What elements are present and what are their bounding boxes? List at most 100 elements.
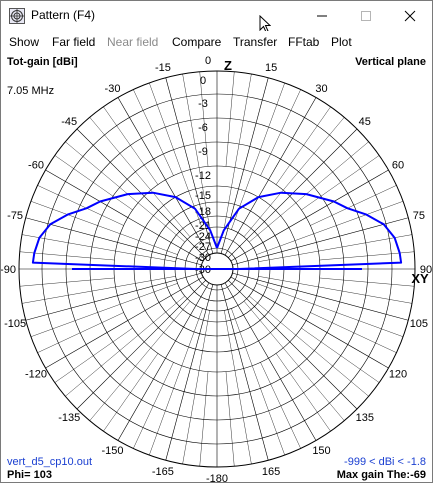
polar-chart: 0153045607590105120135150165-180-165-150… <box>1 55 432 482</box>
angle-tick-label: -30 <box>105 83 121 95</box>
grid-spoke <box>260 89 301 176</box>
grid-spoke <box>21 234 176 262</box>
angle-tick-label: -150 <box>101 445 123 457</box>
grid-spoke <box>231 82 285 230</box>
radial-tick-label: -21 <box>195 220 211 232</box>
window-title: Pattern (F4) <box>31 8 96 22</box>
minimize-icon <box>317 15 327 17</box>
grid-spoke <box>258 276 413 304</box>
menu-plot[interactable]: Plot <box>331 35 352 49</box>
grid-spoke <box>65 141 185 243</box>
grid-spoke <box>45 169 204 262</box>
grid-spoke <box>225 371 235 467</box>
grid-spoke <box>249 141 369 243</box>
grid-spoke <box>117 97 210 256</box>
grid-spoke <box>319 277 415 287</box>
angle-tick-label: 90 <box>420 264 432 276</box>
max-gain-label: Max gain The:-69 <box>336 469 426 481</box>
menu-near-field[interactable]: Near field <box>107 35 159 49</box>
grid-spoke <box>319 251 415 261</box>
grid-spoke <box>54 155 133 211</box>
plane-label: Vertical plane <box>355 56 426 68</box>
grid-spoke <box>149 82 203 230</box>
grid-spoke <box>301 327 380 383</box>
grid-spoke <box>243 117 345 237</box>
angle-tick-label: -135 <box>58 412 80 424</box>
angle-tick-label: 0 <box>205 55 211 67</box>
grid-spoke <box>89 301 191 421</box>
radial-tick-label: -24 <box>195 231 211 243</box>
grid-spoke <box>243 301 345 421</box>
pattern-plot-area[interactable]: Tot-gain [dBi] Vertical plane 7.05 MHz v… <box>1 53 432 482</box>
grid-spoke <box>301 155 380 211</box>
frequency-label: 7.05 MHz <box>7 85 55 97</box>
menu-transfer[interactable]: Transfer <box>233 35 278 49</box>
z-axis-label: Z <box>224 58 232 73</box>
radial-tick-label: -27 <box>195 241 211 253</box>
grid-spoke <box>103 106 159 185</box>
angle-tick-label: -75 <box>7 210 23 222</box>
grid-spoke <box>256 283 404 337</box>
radial-tick-label: -3 <box>198 98 208 110</box>
menu-fftab[interactable]: FFtab <box>288 35 320 49</box>
grid-spoke <box>165 284 214 461</box>
angle-tick-label: 45 <box>359 116 371 128</box>
angle-tick-label: -105 <box>4 318 26 330</box>
grid-spoke <box>19 251 115 261</box>
grid-spoke <box>232 217 409 266</box>
maximize-button[interactable] <box>344 1 388 31</box>
grid-spoke <box>230 276 389 369</box>
grid-spoke <box>275 106 331 185</box>
angle-tick-label: -45 <box>61 116 77 128</box>
angle-tick-label: -15 <box>155 62 171 74</box>
radial-tick-label: -12 <box>195 170 211 182</box>
grid-spoke <box>228 280 358 410</box>
angle-tick-label: 120 <box>389 369 407 381</box>
radial-tick-label: -9 <box>198 146 208 158</box>
grid-spoke <box>275 353 331 432</box>
grid-spoke <box>76 280 206 410</box>
grid-spoke <box>199 371 209 467</box>
grid-spoke <box>54 327 133 383</box>
grid-spoke <box>220 77 269 254</box>
menu-compare[interactable]: Compare <box>172 35 222 49</box>
grid-spoke <box>232 272 409 321</box>
gain-label: Tot-gain [dBi] <box>7 56 78 68</box>
angle-tick-label: 75 <box>413 210 425 222</box>
grid-spoke <box>182 310 210 465</box>
grid-spoke <box>25 217 202 266</box>
menu-far-field[interactable]: Far field <box>52 35 96 49</box>
grid-spoke <box>256 201 404 255</box>
grid-spoke <box>45 276 204 369</box>
angle-tick-label: -60 <box>28 160 44 172</box>
menu-show[interactable]: Show <box>9 35 40 49</box>
grid-spoke <box>89 117 191 237</box>
title-bar[interactable]: Pattern (F4) <box>1 1 432 33</box>
angle-tick-label: 165 <box>262 466 280 478</box>
grid-spoke <box>21 276 176 304</box>
close-button[interactable] <box>388 1 432 31</box>
radial-tick-label: -30 <box>195 252 211 264</box>
grid-spoke <box>133 89 174 176</box>
grid-spoke <box>225 71 235 167</box>
grid-spoke <box>231 308 285 456</box>
radial-tick-label: -15 <box>195 190 211 202</box>
grid-spoke <box>310 185 397 226</box>
grid-spoke <box>224 282 317 441</box>
angle-tick-label: -180 <box>206 473 228 482</box>
angle-tick-label: 30 <box>315 83 327 95</box>
app-icon <box>9 8 25 24</box>
grid-spoke <box>224 97 317 256</box>
grid-spoke <box>220 284 269 461</box>
minimize-button[interactable] <box>300 1 344 31</box>
grid-spoke <box>19 277 115 287</box>
grid-spoke <box>25 272 202 321</box>
grid-spoke <box>199 71 209 167</box>
angle-tick-label: -90 <box>1 264 16 276</box>
menu-bar: Show Far field Near field Compare Transf… <box>1 31 432 53</box>
grid-spoke <box>310 312 397 353</box>
maximize-icon <box>361 11 371 21</box>
grid-spoke <box>117 282 210 441</box>
grid-spoke <box>182 73 210 228</box>
angle-tick-label: 135 <box>356 412 374 424</box>
